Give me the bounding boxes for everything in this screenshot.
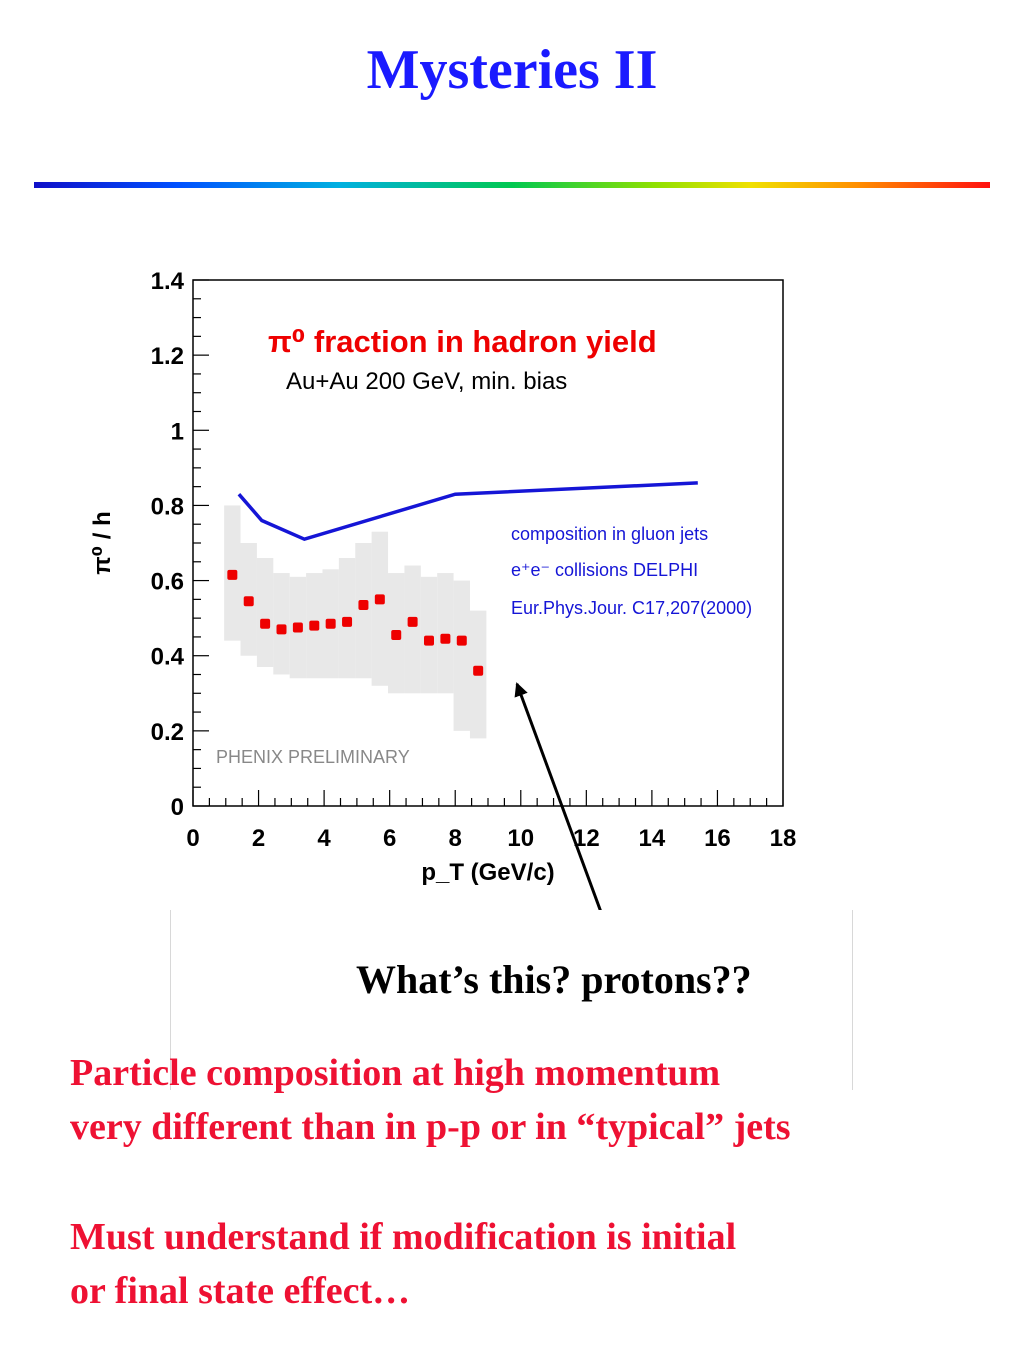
data-point — [276, 624, 287, 635]
band-segment — [256, 558, 274, 667]
band-segment — [273, 573, 290, 675]
watermark-text: PHENIX PRELIMINARY — [216, 747, 410, 767]
data-point — [342, 616, 353, 627]
legend-line-1: composition in gluon jets — [511, 524, 708, 544]
data-point — [243, 596, 254, 607]
data-point — [440, 633, 451, 644]
y-tick-label: 1.4 — [151, 268, 185, 295]
text-box-right-edge — [852, 910, 853, 1090]
data-point — [325, 618, 336, 629]
y-axis-label: π⁰ / h — [89, 511, 116, 575]
phenix-points-series — [227, 569, 484, 676]
plot-subtitle: Au+Au 200 GeV, min. bias — [286, 368, 567, 395]
band-segment — [404, 565, 421, 694]
data-point — [292, 622, 303, 633]
body-line-3: Must understand if modification is initi… — [70, 1216, 737, 1258]
gluon-jet-series — [237, 481, 698, 542]
x-axis-label: p_T (GeV/c) — [421, 859, 554, 886]
data-point — [424, 635, 434, 646]
gluon-jet-line — [237, 481, 698, 542]
x-tick-label: 16 — [704, 825, 731, 852]
x-tick-label: 8 — [449, 825, 462, 852]
x-tick-label: 4 — [317, 825, 331, 852]
legend-line-2: e⁺e⁻ collisions DELPHI — [511, 560, 698, 580]
data-point — [374, 594, 385, 605]
body-line-4: or final state effect… — [70, 1270, 411, 1312]
y-tick-label: 0.2 — [151, 719, 184, 746]
y-tick-label: 0 — [171, 794, 184, 821]
x-tick-label: 2 — [252, 825, 265, 852]
data-point — [473, 665, 484, 676]
data-point — [227, 569, 238, 580]
data-point — [456, 635, 467, 646]
y-tick-label: 0.6 — [151, 569, 184, 596]
y-tick-label: 0.8 — [151, 493, 184, 520]
legend-line-3: Eur.Phys.Jour. C17,207(2000) — [511, 598, 752, 618]
data-point — [407, 616, 418, 627]
y-tick-label: 0.4 — [151, 644, 185, 671]
plot-title: π⁰ fraction in hadron yield — [268, 324, 657, 359]
data-point — [358, 599, 369, 610]
y-tick-label: 1 — [171, 418, 184, 445]
x-tick-label: 0 — [186, 825, 199, 852]
callout-arrow — [514, 682, 602, 910]
text-box-left-edge — [170, 910, 171, 1090]
band-segment — [420, 576, 438, 694]
body-line-1: Particle composition at high momentum — [70, 1052, 721, 1094]
data-point — [391, 630, 402, 641]
x-tick-label: 14 — [639, 825, 666, 852]
x-tick-label: 10 — [507, 825, 534, 852]
data-point — [260, 618, 271, 629]
x-tick-label: 6 — [383, 825, 396, 852]
rainbow-divider — [34, 182, 990, 188]
band-segment — [453, 580, 470, 731]
band-segment — [437, 573, 454, 694]
data-point — [309, 620, 320, 631]
band-segment — [371, 531, 389, 686]
slide-title: Mysteries II — [366, 39, 658, 101]
callout-text: What’s this? protons?? — [356, 957, 752, 1002]
body-line-2: very different than in p-p or in “typica… — [70, 1106, 791, 1148]
axis-ticks — [192, 279, 784, 807]
band-segment — [355, 543, 372, 679]
x-tick-label: 18 — [770, 825, 797, 852]
y-tick-label: 1.2 — [151, 343, 184, 370]
